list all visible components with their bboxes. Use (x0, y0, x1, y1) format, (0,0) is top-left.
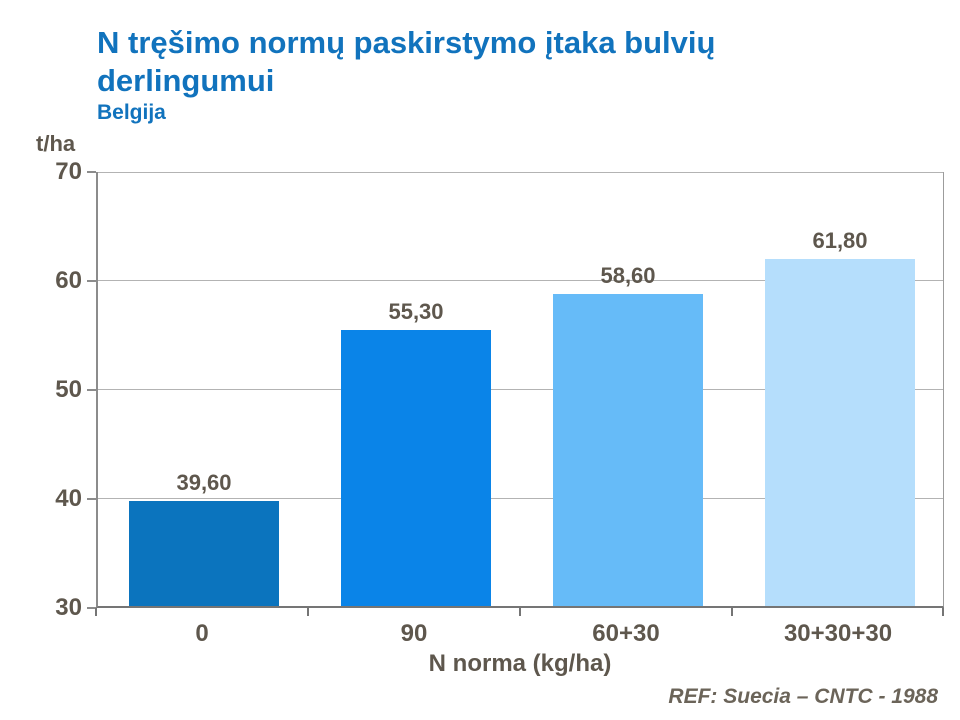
y-tick-label: 50 (55, 376, 82, 403)
bar-value-label: 39,60 (176, 470, 232, 496)
y-axis-tick-mark (87, 171, 96, 173)
bar-value-label: 61,80 (812, 228, 868, 254)
x-axis-tick-mark (519, 608, 521, 616)
x-axis-title: N norma (kg/ha) (428, 650, 612, 677)
y-axis-tick-mark (87, 389, 96, 391)
plot-area: 39,60 55,30 58,60 61,80 (96, 172, 944, 608)
bar (341, 330, 491, 606)
bar (129, 501, 279, 606)
y-tick-label: 30 (55, 594, 82, 621)
x-tick-label: 90 (400, 620, 428, 647)
x-axis-tick-mark (731, 608, 733, 616)
y-tick-label: 70 (55, 158, 82, 185)
gridline (98, 389, 943, 390)
x-tick-label: 30+30+30 (783, 620, 893, 647)
bar-value-label: 55,30 (388, 299, 444, 325)
chart-subtitle: Belgija (97, 101, 166, 124)
y-axis-tick-mark (87, 607, 96, 609)
x-tick-label: 60+30 (592, 620, 660, 647)
y-tick-label: 60 (55, 267, 82, 294)
y-tick-label: 40 (55, 485, 82, 512)
reference-note: REF: Suecia – CNTC - 1988 (668, 685, 938, 708)
bar-value-label: 58,60 (600, 263, 656, 289)
gridline (98, 172, 943, 173)
x-tick-label: 0 (195, 620, 209, 647)
bar (553, 294, 703, 606)
x-axis-tick-mark (942, 608, 944, 616)
bar (765, 259, 915, 606)
y-axis-tick-mark (87, 280, 96, 282)
y-axis-tick-mark (87, 498, 96, 500)
chart-title: N tręšimo normų paskirstymo įtaka bulvių… (97, 25, 716, 98)
x-axis-tick-mark (95, 608, 97, 616)
y-axis-unit-label: t/ha (36, 131, 76, 156)
x-axis-tick-mark (307, 608, 309, 616)
gridline (98, 498, 943, 499)
gridline (98, 280, 943, 281)
